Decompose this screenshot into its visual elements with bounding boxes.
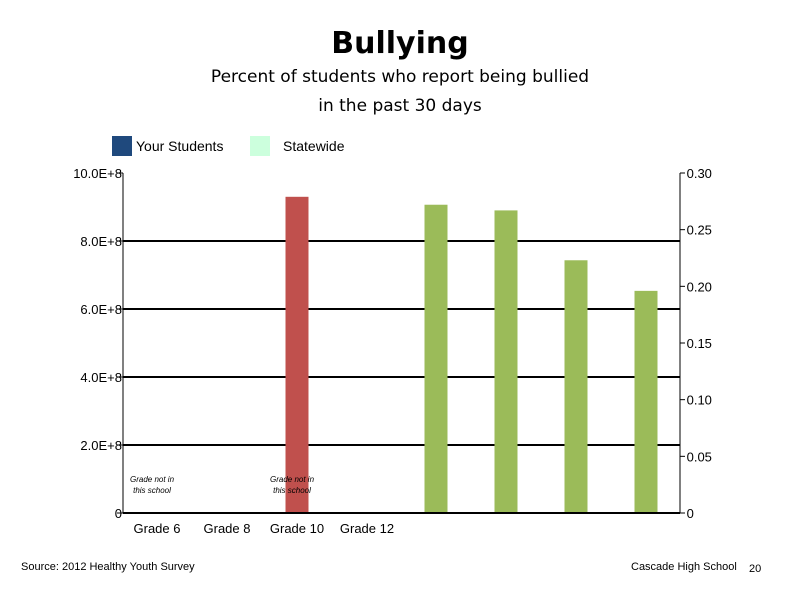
bar-right-series — [634, 290, 658, 513]
left-axis-tick-label: 10.0E+8 — [73, 166, 122, 181]
left-axis-tick-label: 6.0E+8 — [80, 302, 122, 317]
school-name: Cascade High School — [631, 561, 737, 573]
left-axis-tick-label: 2.0E+8 — [80, 438, 122, 453]
page-number: 20 — [749, 563, 762, 575]
right-axis-tick-label: 0.30 — [683, 166, 712, 181]
left-axis-tick-label: 8.0E+8 — [80, 234, 122, 249]
left-axis-tick-label: 4.0E+8 — [80, 370, 122, 385]
legend-label-your-students: Your Students — [136, 138, 224, 154]
legend-item-your-students: Your Students — [112, 136, 223, 156]
grade-not-in-school-note: Grade not in — [130, 475, 175, 484]
x-axis-category-label: Grade 10 — [270, 521, 324, 536]
right-axis-tick-label: 0.05 — [683, 449, 712, 464]
x-axis-category-label: Grade 6 — [134, 521, 181, 536]
bar-right-series — [564, 260, 588, 513]
legend-item-statewide: Statewide — [250, 136, 344, 156]
right-axis-tick-label: 0.15 — [683, 336, 712, 351]
chart-subtitle-line1: Percent of students who report being bul… — [210, 67, 590, 87]
grade-not-in-school-note: Grade not in — [270, 475, 315, 484]
chart-title: Bullying — [331, 26, 469, 61]
bar-right-series — [424, 204, 448, 513]
right-axis-tick-label: 0.10 — [683, 393, 712, 408]
bar-left-series — [285, 196, 309, 514]
left-axis-tick-label: 0 — [115, 506, 122, 521]
x-axis-category-label: Grade 8 — [204, 521, 251, 536]
grade-not-in-school-note: this school — [133, 486, 171, 495]
legend-swatch-statewide — [250, 136, 270, 156]
x-axis-category-label: Grade 12 — [340, 521, 394, 536]
right-axis-tick-label: 0.25 — [683, 223, 712, 238]
right-axis-tick-label: 0 — [683, 506, 694, 521]
right-axis-tick-label: 0.20 — [683, 279, 712, 294]
legend-label-statewide: Statewide — [283, 138, 345, 154]
chart-subtitle-line2: in the past 30 days — [318, 96, 482, 116]
grade-not-in-school-note: this school — [273, 486, 311, 495]
legend-swatch-your-students — [112, 136, 132, 156]
source-note: Source: 2012 Healthy Youth Survey — [21, 561, 195, 573]
bar-right-series — [494, 210, 518, 513]
